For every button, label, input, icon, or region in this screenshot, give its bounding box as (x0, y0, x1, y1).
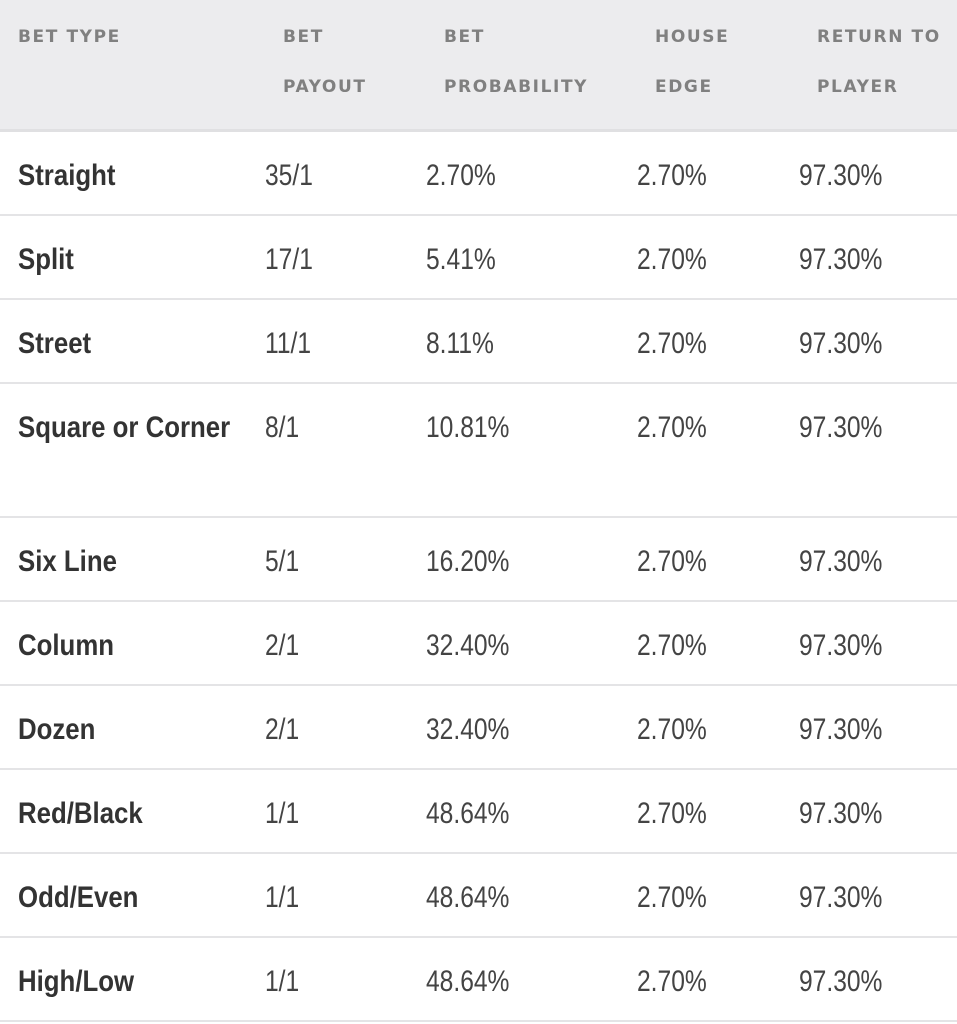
header-return-to-player-line1: RETURN TO (817, 27, 941, 47)
cell-house-edge: 2.70% (637, 964, 707, 998)
cell-rtp: 97.30% (799, 628, 883, 662)
cell-bet-type: Column (18, 628, 115, 662)
cell-rtp: 97.30% (799, 544, 883, 578)
cell-probability: 32.40% (426, 628, 510, 662)
cell-probability: 48.64% (426, 880, 510, 914)
cell-rtp: 97.30% (799, 410, 883, 444)
cell-probability: 10.81% (426, 410, 510, 444)
cell-payout: 2/1 (265, 712, 300, 746)
header-bet-payout-line1: BET (283, 27, 324, 47)
table-row: Red/Black 1/1 48.64% 2.70% 97.30% (0, 769, 957, 853)
cell-probability: 16.20% (426, 544, 510, 578)
table-row: Street 11/1 8.11% 2.70% 97.30% (0, 299, 957, 383)
table-row: Six Line 5/1 16.20% 2.70% 97.30% (0, 517, 957, 601)
header-house-edge: HOUSE EDGE (637, 0, 799, 130)
table-row: Split 17/1 5.41% 2.70% 97.30% (0, 215, 957, 299)
cell-probability: 48.64% (426, 796, 510, 830)
cell-payout: 1/1 (265, 796, 300, 830)
header-bet-type: BET TYPE (0, 0, 265, 130)
cell-house-edge: 2.70% (637, 158, 707, 192)
cell-payout: 1/1 (265, 880, 300, 914)
cell-payout: 17/1 (265, 242, 313, 276)
header-return-to-player: RETURN TO PLAYER (799, 0, 957, 130)
header-bet-probability-line1: BET (444, 27, 485, 47)
cell-probability: 8.11% (426, 326, 494, 360)
cell-house-edge: 2.70% (637, 712, 707, 746)
cell-rtp: 97.30% (799, 326, 883, 360)
table-header: BET TYPE BET PAYOUT BET PROBABILITY HOUS… (0, 0, 957, 130)
header-bet-type-line1: BET TYPE (18, 27, 121, 47)
cell-bet-type: Red/Black (18, 796, 143, 830)
cell-payout: 2/1 (265, 628, 300, 662)
cell-payout: 1/1 (265, 964, 300, 998)
table-row: Square or Corner 8/1 10.81% 2.70% 97.30% (0, 383, 957, 517)
cell-rtp: 97.30% (799, 880, 883, 914)
cell-house-edge: 2.70% (637, 628, 707, 662)
header-bet-probability-line2: PROBABILITY (444, 77, 589, 97)
cell-rtp: 97.30% (799, 158, 883, 192)
cell-house-edge: 2.70% (637, 880, 707, 914)
cell-bet-type: Street (18, 326, 92, 360)
table-row: Column 2/1 32.40% 2.70% 97.30% (0, 601, 957, 685)
table-row: Dozen 2/1 32.40% 2.70% 97.30% (0, 685, 957, 769)
cell-probability: 5.41% (426, 242, 496, 276)
cell-bet-type: Square or Corner (18, 410, 231, 444)
cell-house-edge: 2.70% (637, 410, 707, 444)
table-row: Straight 35/1 2.70% 2.70% 97.30% (0, 130, 957, 215)
cell-house-edge: 2.70% (637, 242, 707, 276)
cell-payout: 11/1 (265, 326, 312, 360)
header-return-to-player-line2: PLAYER (817, 77, 899, 97)
cell-rtp: 97.30% (799, 796, 883, 830)
header-bet-payout: BET PAYOUT (265, 0, 426, 130)
cell-probability: 2.70% (426, 158, 496, 192)
cell-probability: 48.64% (426, 964, 510, 998)
cell-house-edge: 2.70% (637, 326, 707, 360)
cell-bet-type: Split (18, 242, 74, 276)
header-bet-probability: BET PROBABILITY (426, 0, 637, 130)
cell-payout: 35/1 (265, 158, 313, 192)
cell-payout: 5/1 (265, 544, 300, 578)
table-body: Straight 35/1 2.70% 2.70% 97.30% Split 1… (0, 130, 957, 1021)
cell-bet-type: Straight (18, 158, 116, 192)
header-bet-payout-line2: PAYOUT (283, 77, 367, 97)
cell-rtp: 97.30% (799, 712, 883, 746)
cell-bet-type: Odd/Even (18, 880, 139, 914)
table-row: High/Low 1/1 48.64% 2.70% 97.30% (0, 937, 957, 1021)
header-row: BET TYPE BET PAYOUT BET PROBABILITY HOUS… (0, 0, 957, 130)
cell-bet-type: Six Line (18, 544, 117, 578)
cell-payout: 8/1 (265, 410, 300, 444)
cell-probability: 32.40% (426, 712, 510, 746)
cell-rtp: 97.30% (799, 242, 883, 276)
cell-rtp: 97.30% (799, 964, 883, 998)
header-house-edge-line2: EDGE (655, 77, 713, 97)
cell-bet-type: Dozen (18, 712, 96, 746)
cell-bet-type: High/Low (18, 964, 135, 998)
header-house-edge-line1: HOUSE (655, 27, 730, 47)
cell-house-edge: 2.70% (637, 544, 707, 578)
cell-house-edge: 2.70% (637, 796, 707, 830)
table-row: Odd/Even 1/1 48.64% 2.70% 97.30% (0, 853, 957, 937)
